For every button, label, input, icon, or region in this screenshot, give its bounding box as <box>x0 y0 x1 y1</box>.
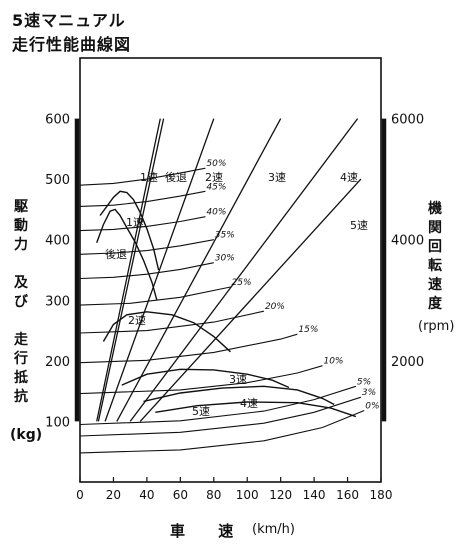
y-right-tick-label: 6000 <box>391 113 424 128</box>
gear-line <box>97 118 165 422</box>
grade-label: 35% <box>215 231 235 241</box>
x-tick-label: 60 <box>173 488 188 502</box>
force-curve <box>121 368 290 389</box>
grade-label: 30% <box>215 254 235 264</box>
force-label: 4速 <box>240 397 258 410</box>
x-tick-label: 80 <box>206 488 221 502</box>
grade-label: 0% <box>365 402 379 412</box>
x-tick-label: 160 <box>336 488 359 502</box>
plot-frame <box>74 57 387 483</box>
force-label: 後退 <box>105 247 127 261</box>
x-tick-label: 120 <box>269 488 292 502</box>
y-left-tick-label: 500 <box>45 173 70 188</box>
y-right-tick-label: 2000 <box>391 355 424 370</box>
gear-label: 5速 <box>350 219 368 232</box>
gear-line <box>139 178 362 422</box>
grade-label: 20% <box>265 302 285 312</box>
grade-line <box>79 216 206 232</box>
grade-label: 5% <box>357 377 371 387</box>
gear-lines <box>96 118 362 422</box>
gear-label: 4速 <box>340 171 358 184</box>
y-axis-label-right: 機 関 回 転 速 度 <box>428 201 442 312</box>
grade-line <box>79 409 365 454</box>
x-axis-label: 車 速 <box>170 522 248 540</box>
gear-label: 2速 <box>205 171 223 184</box>
x-tick-label: 140 <box>303 488 326 502</box>
grade-line <box>79 262 214 280</box>
y-left-tick-label: 200 <box>45 355 70 370</box>
y-right-tick-label: 4000 <box>391 234 424 249</box>
grade-label: 3% <box>362 388 376 398</box>
gear-label: 1速 <box>140 171 158 184</box>
grade-label: 45% <box>206 182 226 192</box>
gear-line <box>96 118 161 422</box>
grade-label: 25% <box>232 278 252 288</box>
x-axis-unit: (km/h) <box>252 522 295 537</box>
chart-subtitle: 5速マニュアル <box>12 11 126 30</box>
gear-label: 3速 <box>268 171 286 184</box>
grade-line <box>79 190 206 207</box>
grade-label: 15% <box>298 325 318 335</box>
force-label: 5速 <box>192 405 210 418</box>
y-left-tick-label: 100 <box>45 415 70 430</box>
gear-line <box>104 118 215 422</box>
gear-label: 後退 <box>165 170 187 184</box>
gear-line <box>116 118 282 422</box>
force-curve <box>99 190 160 271</box>
grade-label: 50% <box>206 159 226 169</box>
x-tick-label: 100 <box>236 488 259 502</box>
plot-border <box>79 57 382 483</box>
chart-labels: 50%45%40%35%30%25%20%15%10%5%3%0%1速 後退 2速 3… <box>105 159 380 418</box>
force-label: 2速 <box>128 314 146 327</box>
y-axis-label-left: 駆 動 力 及 び 走 行 抵 抗 (kg) <box>10 199 43 443</box>
force-label: 3速 <box>229 373 247 386</box>
grade-line <box>79 365 323 395</box>
x-tick-label: 40 <box>139 488 154 502</box>
grade-line <box>79 286 231 306</box>
axes: 0 20 40 60 80 100 120 140 160 180 100 200 300 400 500 6… <box>45 113 454 502</box>
y-left-tick-label: 400 <box>45 234 70 249</box>
grade-line <box>79 310 265 334</box>
x-tick-label: 20 <box>106 488 121 502</box>
x-tick-label: 0 <box>76 488 84 502</box>
force-curve <box>143 385 335 406</box>
chart-title: 走行性能曲線図 <box>12 35 132 54</box>
y-left-tick-label: 600 <box>45 113 70 128</box>
force-curves <box>96 190 357 418</box>
grade-label: 10% <box>323 357 343 367</box>
grade-line <box>79 239 214 255</box>
grade-line <box>79 333 298 364</box>
force-curve <box>102 311 231 353</box>
x-tick-label: 180 <box>370 488 393 502</box>
force-curve <box>155 401 357 418</box>
grade-line <box>79 385 357 426</box>
y-left-tick-label: 300 <box>45 294 70 309</box>
force-curve <box>96 208 158 301</box>
force-label: 1速 <box>126 216 144 229</box>
grade-line <box>79 167 206 186</box>
grade-label: 40% <box>206 208 226 218</box>
y-right-unit-label: (rpm) <box>418 319 454 334</box>
